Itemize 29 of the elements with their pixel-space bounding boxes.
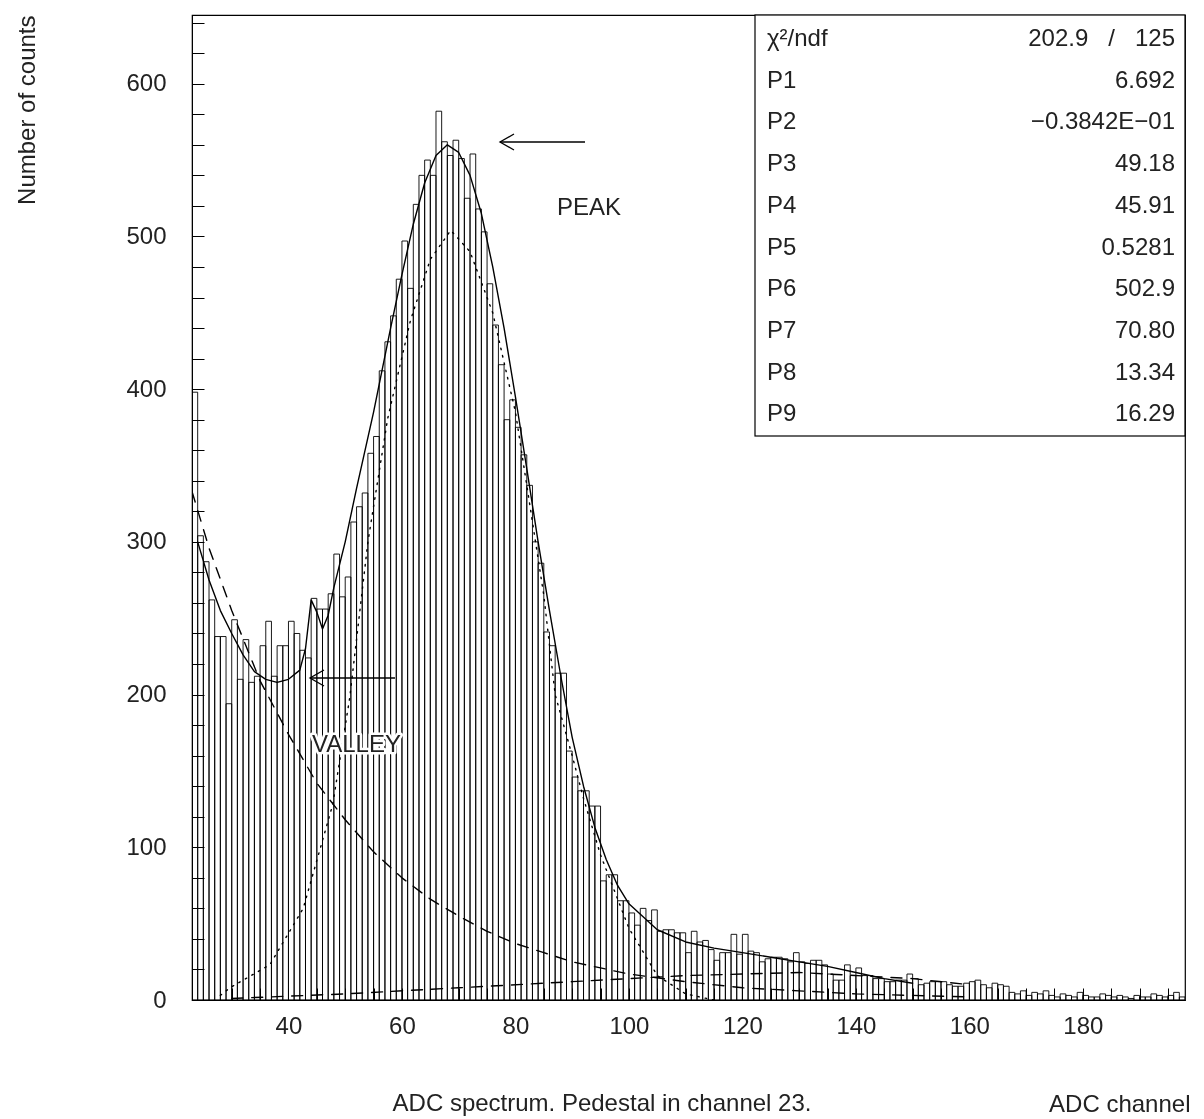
text: P1 6.692 [767,65,1175,93]
y-tick-label: 200 [126,680,167,708]
annotation: PEAK [557,193,622,220]
y-tick-label: 400 [126,374,167,402]
x-tick-label: 160 [949,1011,990,1039]
text: P4 45.91 [767,190,1175,218]
y-tick-label: 500 [126,221,167,249]
x-tick-label: 140 [836,1011,877,1039]
x-tick-label: 40 [275,1011,303,1039]
y-tick-label: 600 [126,69,167,97]
text: χ²/ndf 202.9 / 125 [767,24,1175,51]
text: P7 70.80 [767,315,1175,343]
y-tick-label: 0 [153,985,167,1013]
text: P3 49.18 [767,149,1175,177]
y-tick-label: 100 [126,832,167,860]
x-axis-title: ADC channel [1049,1089,1191,1117]
x-tick-label: 60 [389,1011,416,1039]
x-tick-label: 180 [1063,1011,1104,1039]
y-axis-title: Number of counts [12,15,40,205]
text: P2 −0.3842E−01 [767,107,1175,135]
text: P5 0.5281 [767,232,1175,260]
text: P6 502.9 [767,274,1175,302]
x-tick-label: 80 [502,1011,530,1039]
x-tick-label: 100 [609,1011,650,1039]
text: P8 13.34 [767,357,1175,385]
text: P9 16.29 [767,399,1175,427]
x-tick-label: 120 [722,1011,763,1039]
y-tick-label: 300 [126,527,167,555]
text: ADC spectrum. Pedestal in channel 23. [392,1089,812,1116]
